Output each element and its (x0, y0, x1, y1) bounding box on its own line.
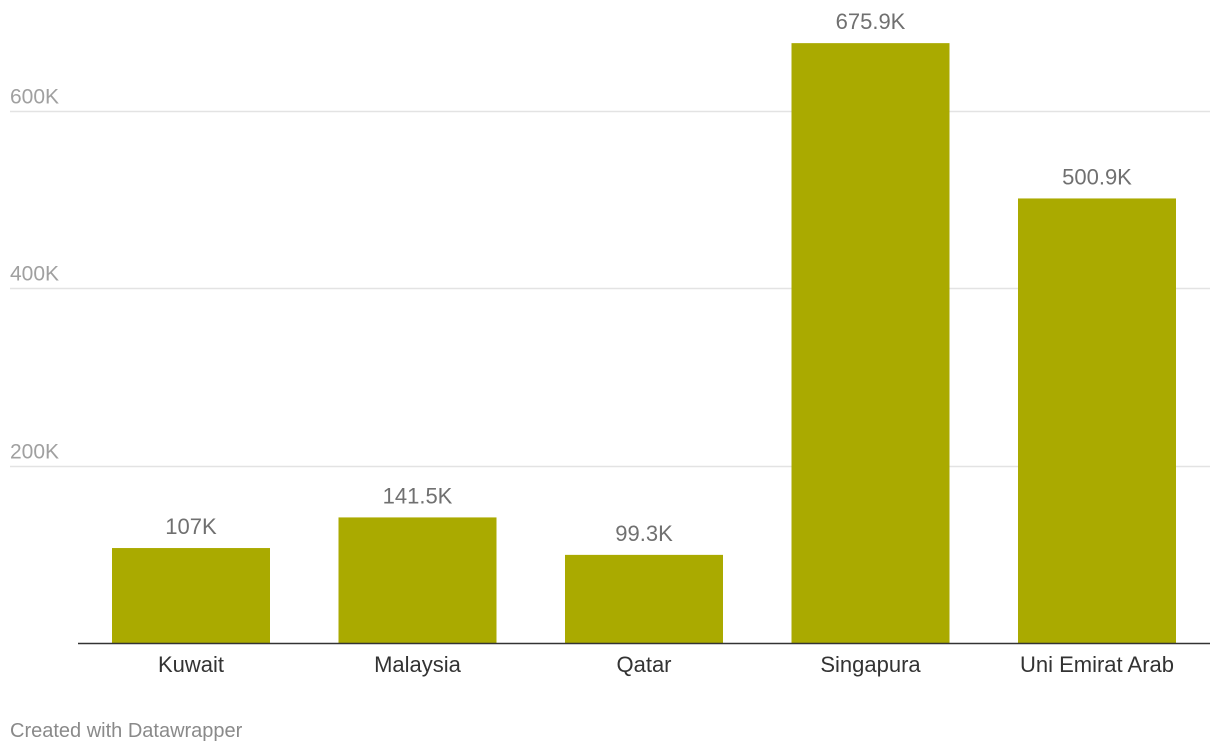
y-tick-label: 200K (10, 441, 59, 464)
bar (791, 43, 950, 644)
value-label: 675.9K (836, 9, 906, 34)
y-tick-label: 400K (10, 263, 59, 286)
value-label: 141.5K (383, 483, 453, 508)
bar (565, 554, 723, 643)
bar (338, 517, 497, 643)
category-label: Kuwait (158, 652, 224, 677)
bars (112, 43, 1176, 644)
value-label: 99.3K (615, 521, 673, 546)
footer-credit: Created with Datawrapper (10, 720, 243, 742)
bar (1018, 198, 1176, 644)
bar (112, 548, 270, 643)
bar-chart: 200K 400K 600K 107K 141.5K 99.3K 675.9K 500.9K… (10, 9, 1210, 677)
value-label: 500.9K (1062, 164, 1132, 189)
category-label: Qatar (616, 652, 671, 677)
value-label: 107K (165, 514, 217, 539)
y-axis-tick-labels: 200K 400K 600K (10, 86, 59, 464)
category-label: Singapura (820, 652, 921, 677)
y-tick-label: 600K (10, 86, 59, 109)
x-axis-category-labels: Kuwait Malaysia Qatar Singapura Uni Emirat A… (158, 652, 1174, 677)
gridlines (10, 110, 1210, 468)
category-label: Uni Emirat Arab (1020, 652, 1174, 677)
category-label: Malaysia (374, 652, 462, 677)
value-labels: 107K 141.5K 99.3K 675.9K 500.9K (165, 9, 1132, 546)
